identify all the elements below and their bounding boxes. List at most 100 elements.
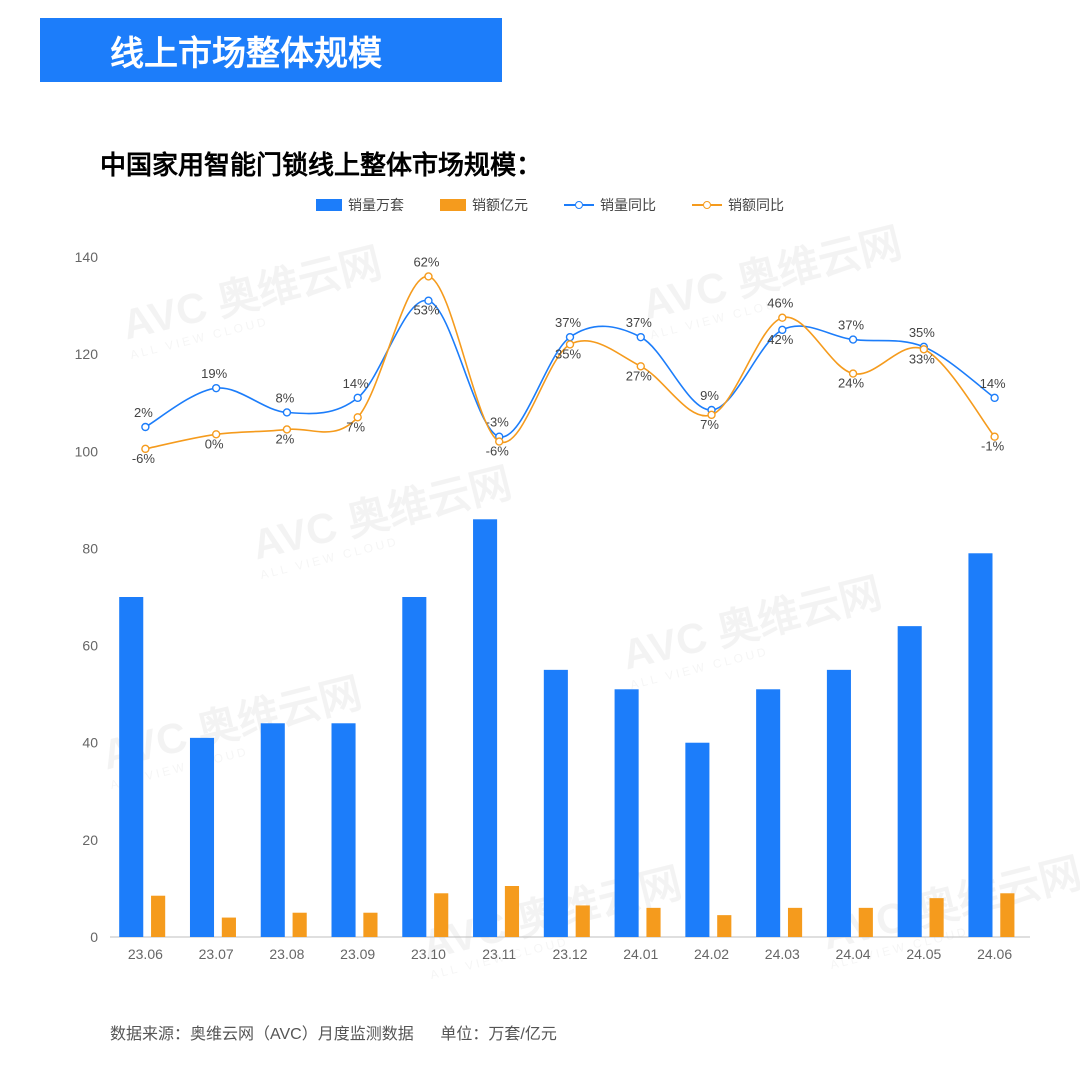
- x-tick: 24.06: [977, 946, 1012, 962]
- legend-item: 销额亿元: [440, 195, 528, 215]
- x-tick: 23.12: [552, 946, 587, 962]
- x-tick: 23.11: [482, 946, 516, 962]
- bar: [859, 908, 873, 937]
- series-marker: [283, 409, 290, 416]
- pct-label: 53%: [413, 303, 439, 318]
- pct-label: 2%: [134, 405, 153, 420]
- pct-label: -6%: [486, 444, 510, 459]
- x-tick: 24.01: [623, 946, 658, 962]
- bar: [505, 886, 519, 937]
- pct-label: 37%: [626, 315, 652, 330]
- svg-text:120: 120: [75, 346, 99, 362]
- bar: [363, 913, 377, 937]
- bar: [898, 626, 922, 937]
- pct-label: 62%: [413, 254, 439, 269]
- bar: [544, 670, 568, 937]
- pct-label: 35%: [909, 325, 935, 340]
- legend-swatch: [440, 199, 466, 211]
- pct-label: 24%: [838, 376, 864, 391]
- svg-text:20: 20: [82, 832, 98, 848]
- svg-text:60: 60: [82, 638, 98, 654]
- x-tick: 23.09: [340, 946, 375, 962]
- pct-label: 0%: [205, 436, 224, 451]
- bar: [190, 738, 214, 937]
- bar: [646, 908, 660, 937]
- pct-label: 7%: [700, 417, 719, 432]
- bar: [293, 913, 307, 937]
- bar: [968, 553, 992, 937]
- series-marker: [779, 314, 786, 321]
- pct-label: 19%: [201, 366, 227, 381]
- legend-item: 销额同比: [692, 195, 784, 215]
- bar: [576, 905, 590, 937]
- x-tick: 23.06: [128, 946, 163, 962]
- legend-label: 销量同比: [600, 195, 656, 215]
- x-tick: 24.03: [765, 946, 800, 962]
- bar: [473, 519, 497, 937]
- bar: [332, 723, 356, 937]
- series-marker: [637, 334, 644, 341]
- x-tick: 24.04: [836, 946, 871, 962]
- pct-label: 46%: [767, 296, 793, 311]
- bar: [151, 896, 165, 937]
- bar: [119, 597, 143, 937]
- pct-label: 37%: [555, 315, 581, 330]
- bar: [615, 689, 639, 937]
- series-line: [145, 276, 994, 449]
- svg-text:100: 100: [75, 443, 99, 459]
- page-subtitle: 中国家用智能门锁线上整体市场规模：: [100, 145, 542, 182]
- bar: [1000, 893, 1014, 937]
- legend-item: 销量同比: [564, 195, 656, 215]
- bar: [717, 915, 731, 937]
- pct-label: -6%: [132, 451, 156, 466]
- bar: [261, 723, 285, 937]
- legend-swatch: [564, 204, 594, 206]
- series-marker: [991, 394, 998, 401]
- x-tick: 23.10: [411, 946, 446, 962]
- legend-swatch: [316, 199, 342, 211]
- x-tick: 23.07: [199, 946, 234, 962]
- pct-label: 2%: [276, 431, 295, 446]
- svg-text:0: 0: [90, 929, 98, 945]
- legend-label: 销额同比: [728, 195, 784, 215]
- series-marker: [850, 336, 857, 343]
- x-tick: 23.08: [269, 946, 304, 962]
- x-tick: 24.02: [694, 946, 729, 962]
- series-marker: [567, 334, 574, 341]
- bar: [222, 918, 236, 937]
- series-marker: [213, 385, 220, 392]
- bar: [756, 689, 780, 937]
- series-marker: [425, 273, 432, 280]
- svg-text:40: 40: [82, 735, 98, 751]
- pct-label: 33%: [909, 351, 935, 366]
- page-title: 线上市场整体规模: [110, 26, 382, 75]
- pct-label: 42%: [767, 332, 793, 347]
- footer: 数据来源：奥维云网（AVC）月度监测数据 单位：万套/亿元: [110, 1020, 557, 1044]
- x-tick: 24.05: [906, 946, 941, 962]
- legend-label: 销额亿元: [472, 195, 528, 215]
- legend-item: 销量万套: [316, 195, 404, 215]
- pct-label: 9%: [700, 388, 719, 403]
- pct-label: 27%: [626, 368, 652, 383]
- pct-label: 35%: [555, 346, 581, 361]
- legend: 销量万套 销额亿元 销量同比 销额同比: [60, 195, 1040, 215]
- series-marker: [354, 394, 361, 401]
- data-source: 数据来源：奥维云网（AVC）月度监测数据: [110, 1026, 414, 1043]
- series-marker: [142, 424, 149, 431]
- pct-label: -1%: [981, 439, 1005, 454]
- svg-text:80: 80: [82, 540, 98, 556]
- pct-label: 14%: [980, 376, 1006, 391]
- unit-label: 单位：万套/亿元: [440, 1026, 556, 1043]
- bar: [788, 908, 802, 937]
- bar: [827, 670, 851, 937]
- chart-svg: 0 20 40 60 80 100 120 140 23.06 23.07 23.08 23.09 23…: [60, 195, 1040, 975]
- title-bar: 线上市场整体规模: [40, 18, 502, 82]
- bar: [402, 597, 426, 937]
- pct-label: 37%: [838, 318, 864, 333]
- legend-swatch: [692, 204, 722, 206]
- bar: [930, 898, 944, 937]
- svg-text:140: 140: [75, 249, 99, 265]
- bar: [434, 893, 448, 937]
- chart: 销量万套 销额亿元 销量同比 销额同比 0 20 40 60 80 100 120 140 23.06…: [60, 195, 1040, 975]
- legend-label: 销量万套: [348, 195, 404, 215]
